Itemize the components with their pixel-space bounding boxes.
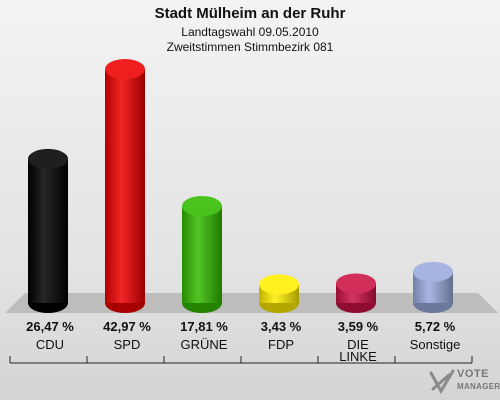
chart-subtitle-date: Landtagswahl 09.05.2010 <box>181 25 319 39</box>
logo-vote-text: VOTE <box>457 368 489 380</box>
vote-manager-logo-icon <box>429 369 455 394</box>
bar-sonstige <box>413 261 453 313</box>
value-label: 3,43 % <box>261 319 302 334</box>
value-label: 3,59 % <box>338 319 379 334</box>
category-label: GRÜNE <box>181 337 228 352</box>
chart-subtitle-district: Zweitstimmen Stimmbezirk 081 <box>166 40 334 54</box>
value-label: 42,97 % <box>103 319 151 334</box>
bar-die-linke <box>336 273 376 313</box>
value-label: 5,72 % <box>415 319 456 334</box>
category-label: CDU <box>36 337 64 352</box>
bar-fdp <box>259 274 299 313</box>
bar-grüne <box>182 196 222 313</box>
logo-manager-text: MANAGER <box>457 382 500 391</box>
category-label: DIE <box>347 337 369 352</box>
bar-spd <box>105 59 145 313</box>
value-label: 26,47 % <box>26 319 74 334</box>
category-label: SPD <box>114 337 141 352</box>
bar-cdu <box>28 148 68 313</box>
category-label: LINKE <box>339 349 377 364</box>
category-label: FDP <box>268 337 294 352</box>
chart-title: Stadt Mülheim an der Ruhr <box>154 5 346 22</box>
category-label: Sonstige <box>410 337 461 352</box>
value-label: 17,81 % <box>180 319 228 334</box>
